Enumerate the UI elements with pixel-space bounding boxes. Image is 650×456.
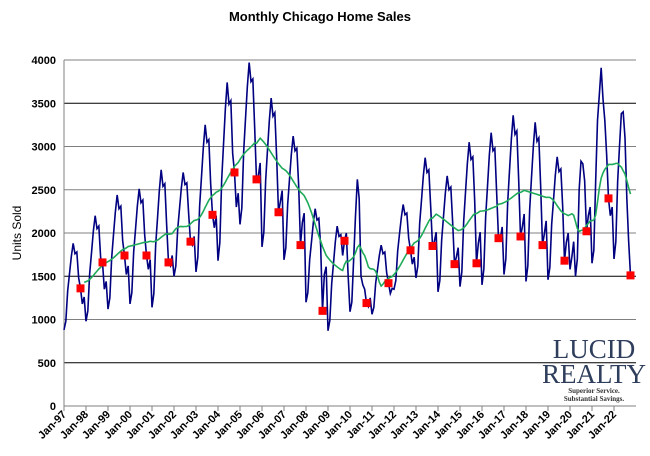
plot-area	[63, 62, 635, 331]
y-axis-ticks: 0 500 1000 1500 2000 2500 3000 3500 4000	[32, 55, 56, 413]
october-marker	[450, 260, 459, 269]
y-tick-label: 3500	[32, 98, 56, 110]
october-marker	[560, 256, 569, 265]
october-marker	[340, 236, 349, 245]
y-tick-label: 2000	[32, 228, 56, 240]
october-marker	[516, 232, 525, 241]
logo-line2: REALTY	[542, 359, 646, 389]
october-marker	[494, 234, 503, 243]
october-marker	[538, 241, 547, 250]
october-marker	[362, 299, 371, 308]
y-tick-label: 0	[50, 401, 56, 413]
october-marker	[120, 251, 129, 260]
logo-line1: LUCID	[553, 334, 636, 364]
chart-title: Monthly Chicago Home Sales	[229, 9, 411, 24]
october-marker	[582, 227, 591, 236]
october-marker	[626, 271, 635, 280]
october-marker	[406, 246, 415, 255]
y-axis-label: Units Sold	[10, 206, 24, 261]
october-marker	[472, 259, 481, 268]
x-axis-ticks: Jan-97Jan-98Jan-99Jan-00Jan-01Jan-02Jan-…	[36, 408, 619, 442]
y-tick-label: 2500	[32, 185, 56, 197]
logo-tagline1: Superior Service.	[568, 387, 620, 395]
october-marker	[318, 306, 327, 315]
october-marker	[604, 194, 613, 203]
gridlines	[63, 59, 636, 411]
lucid-realty-logo: LUCID REALTY Superior Service. Substanti…	[542, 334, 646, 403]
y-tick-label: 3000	[32, 142, 56, 154]
y-tick-label: 1000	[32, 315, 56, 327]
monthly-sales-line	[63, 62, 632, 331]
october-marker	[252, 175, 261, 184]
october-marker	[186, 237, 195, 246]
october-marker	[384, 279, 393, 288]
october-marker	[428, 241, 437, 250]
october-marker	[164, 258, 173, 267]
logo-tagline2: Substantial Savings.	[564, 395, 625, 403]
moving-average-line	[83, 136, 632, 288]
y-tick-label: 1500	[32, 271, 56, 283]
y-tick-label: 4000	[32, 55, 56, 67]
october-marker	[142, 251, 151, 260]
october-marker	[98, 258, 107, 267]
october-marker	[230, 168, 239, 177]
october-marker	[296, 241, 305, 250]
october-marker	[274, 208, 283, 217]
october-marker	[76, 284, 85, 293]
y-tick-label: 500	[38, 358, 56, 370]
october-marker	[208, 210, 217, 219]
